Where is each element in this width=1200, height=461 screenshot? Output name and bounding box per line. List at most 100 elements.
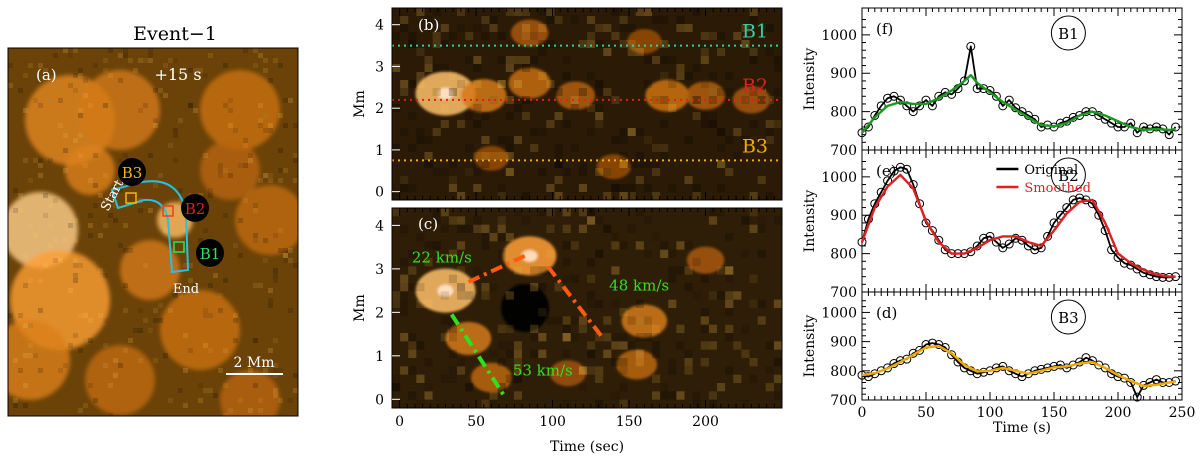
image-pixel bbox=[88, 338, 93, 343]
heatmap-pixel bbox=[432, 168, 441, 176]
image-pixel bbox=[138, 328, 143, 333]
heatmap-pixel bbox=[578, 168, 587, 176]
heatmap-pixel bbox=[481, 283, 490, 292]
heatmap-pixel bbox=[765, 48, 774, 56]
heatmap-pixel bbox=[627, 40, 636, 48]
image-pixel bbox=[103, 173, 108, 178]
heatmap-pixel bbox=[587, 208, 596, 217]
heatmap-pixel bbox=[595, 333, 604, 342]
heatmap-pixel bbox=[660, 152, 669, 160]
heatmap-pixel bbox=[749, 192, 758, 200]
heatmap-pixel bbox=[481, 224, 490, 233]
data-point bbox=[915, 345, 925, 355]
heatmap-pixel bbox=[635, 316, 644, 325]
image-pixel bbox=[253, 203, 258, 208]
heatmap-pixel bbox=[773, 374, 782, 383]
heatmap-pixel bbox=[717, 291, 726, 300]
heatmap-pixel bbox=[522, 56, 531, 64]
heatmap-pixel bbox=[619, 136, 628, 144]
heatmap-pixel bbox=[489, 283, 498, 292]
panel-label: (f) bbox=[876, 20, 893, 38]
velocity-label: 53 km/s bbox=[513, 361, 573, 379]
heatmap-pixel bbox=[708, 96, 717, 104]
heatmap-pixel bbox=[562, 56, 571, 64]
heatmap-pixel bbox=[627, 160, 636, 168]
heatmap-pixel bbox=[611, 299, 620, 308]
heatmap-pixel bbox=[668, 56, 677, 64]
image-pixel bbox=[278, 178, 283, 183]
image-pixel bbox=[273, 363, 278, 368]
heatmap-pixel bbox=[611, 358, 620, 367]
heatmap-feature bbox=[510, 19, 549, 47]
image-pixel bbox=[168, 398, 173, 403]
heatmap-pixel bbox=[432, 128, 441, 136]
heatmap-pixel bbox=[408, 266, 417, 275]
heatmap-pixel bbox=[522, 64, 531, 72]
image-pixel bbox=[138, 358, 143, 363]
heatmap-pixel bbox=[448, 274, 457, 283]
image-pixel bbox=[23, 283, 28, 288]
y-tick-label: 3 bbox=[375, 262, 384, 278]
image-pixel bbox=[208, 388, 213, 393]
y-axis-label: Intensity bbox=[802, 190, 818, 253]
image-pixel bbox=[123, 153, 128, 158]
image-pixel bbox=[123, 223, 128, 228]
image-pixel bbox=[223, 383, 228, 388]
heatmap-pixel bbox=[489, 16, 498, 24]
image-feature bbox=[65, 145, 115, 195]
data-point bbox=[959, 76, 969, 86]
heatmap-pixel bbox=[554, 160, 563, 168]
image-pixel bbox=[228, 123, 233, 128]
heatmap-pixel bbox=[570, 96, 579, 104]
image-pixel bbox=[63, 168, 68, 173]
heatmap-pixel bbox=[587, 16, 596, 24]
heatmap-pixel bbox=[497, 80, 506, 88]
image-pixel bbox=[103, 58, 108, 63]
heatmap-pixel bbox=[692, 184, 701, 192]
image-pixel bbox=[83, 338, 88, 343]
image-pixel bbox=[23, 108, 28, 113]
image-pixel bbox=[123, 283, 128, 288]
heatmap-pixel bbox=[522, 96, 531, 104]
image-pixel bbox=[168, 308, 173, 313]
heatmap-pixel bbox=[749, 299, 758, 308]
heatmap-pixel bbox=[652, 374, 661, 383]
image-pixel bbox=[118, 53, 123, 58]
data-point bbox=[902, 354, 912, 364]
heatmap-pixel bbox=[587, 104, 596, 112]
heatmap-pixel bbox=[692, 96, 701, 104]
heatmap-pixel bbox=[603, 224, 612, 233]
heatmap-pixel bbox=[595, 40, 604, 48]
heatmap-pixel bbox=[440, 291, 449, 300]
image-pixel bbox=[193, 108, 198, 113]
heatmap-pixel bbox=[554, 176, 563, 184]
image-pixel bbox=[103, 198, 108, 203]
reference-line-label: B1 bbox=[742, 21, 768, 43]
heatmap-pixel bbox=[457, 366, 466, 375]
image-pixel bbox=[13, 208, 18, 213]
image-pixel bbox=[138, 58, 143, 63]
image-pixel bbox=[8, 83, 13, 88]
heatmap-pixel bbox=[741, 399, 750, 408]
panel-a-image: Event−1 (a) +15 s B3 B2 B1 Start End 2 M… bbox=[7, 23, 299, 417]
image-pixel bbox=[253, 338, 258, 343]
panel-label: (d) bbox=[876, 304, 897, 322]
data-point bbox=[1062, 203, 1072, 213]
heatmap-pixel bbox=[578, 366, 587, 375]
y-tick-label: 4 bbox=[375, 218, 384, 234]
heatmap-pixel bbox=[708, 32, 717, 40]
heatmap-pixel bbox=[692, 258, 701, 267]
heatmap-feature bbox=[627, 28, 662, 54]
image-pixel bbox=[273, 278, 278, 283]
image-pixel bbox=[98, 313, 103, 318]
heatmap-pixel bbox=[692, 399, 701, 408]
image-pixel bbox=[48, 243, 53, 248]
data-point bbox=[947, 350, 957, 360]
image-pixel bbox=[238, 253, 243, 258]
heatmap-pixel bbox=[513, 80, 522, 88]
heatmap-pixel bbox=[700, 358, 709, 367]
box-label-circle bbox=[1050, 157, 1086, 193]
image-pixel bbox=[28, 278, 33, 283]
heatmap-pixel bbox=[717, 160, 726, 168]
image-pixel bbox=[243, 48, 248, 53]
